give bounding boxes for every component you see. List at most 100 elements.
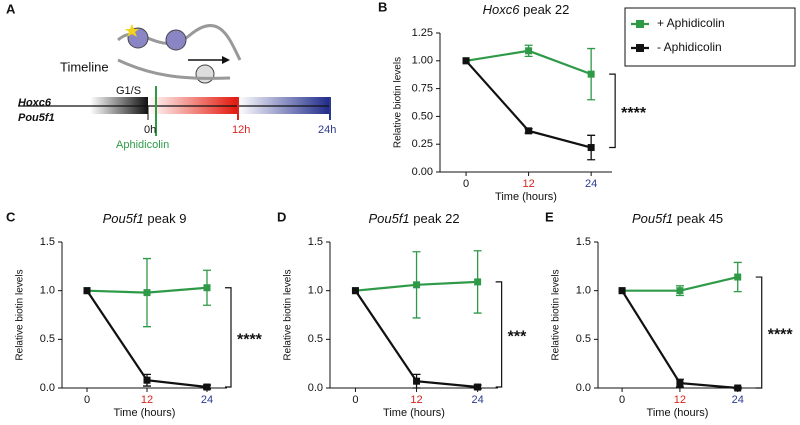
chart-title: Pou5f1 peak 45 <box>632 211 723 226</box>
chart: D Pou5f1 peak 22 0.0 0.5 1.0 1.5 0 12 24 Time (ho… <box>277 209 527 418</box>
x-tick-label: 24 <box>201 394 213 406</box>
x-tick-label: 12 <box>141 394 153 406</box>
nucleosome-icon <box>116 24 242 84</box>
data-point <box>734 384 742 392</box>
y-tick-label: 0.75 <box>412 83 433 95</box>
legend-box <box>624 7 796 67</box>
y-tick-label: 1.0 <box>308 285 323 297</box>
title-text: peak 22 <box>413 211 459 226</box>
data-point <box>143 376 151 384</box>
data-point <box>474 278 482 286</box>
x-axis-label: Time (hours) <box>383 407 445 419</box>
x-tick-label: 24 <box>585 178 597 190</box>
x-tick-label: 24 <box>472 394 484 406</box>
title-gene: Pou5f1 <box>103 211 144 226</box>
y-axis-label: Relative biotin levels <box>15 269 26 360</box>
significance-bracket <box>609 73 616 149</box>
time-label: 12h <box>232 124 250 136</box>
gene-label: Hoxc6 <box>18 97 52 109</box>
y-tick-label: 1.00 <box>412 55 433 67</box>
x-axis-label: Time (hours) <box>114 407 176 419</box>
data-point <box>143 289 151 297</box>
y-tick-label: 0.25 <box>412 138 433 150</box>
x-tick-label: 0 <box>84 394 90 406</box>
series-line <box>465 60 592 149</box>
significance-bracket <box>495 281 503 388</box>
panel-label: C <box>6 209 16 224</box>
legend-label: + Aphidicolin <box>657 16 725 30</box>
legend-label: - Aphidicolin <box>657 40 722 54</box>
significance-label: **** <box>621 105 647 122</box>
y-tick-label: 1.5 <box>40 236 55 248</box>
data-point <box>618 287 626 295</box>
timeline-panel: A Timeline Hoxc6 Pou5f1 G1/S 0h 12h 24h … <box>6 1 336 150</box>
time-label: 24h <box>318 124 336 136</box>
y-tick-label: 0.5 <box>40 333 55 345</box>
data-point <box>525 47 533 55</box>
y-axis-label: Relative biotin levels <box>283 269 294 360</box>
data-point <box>413 281 421 289</box>
x-tick-label: 12 <box>410 394 422 406</box>
title-gene: Pou5f1 <box>632 211 673 226</box>
data-point <box>413 377 421 385</box>
data-point <box>203 284 211 292</box>
chart-title: Pou5f1 peak 9 <box>103 211 187 226</box>
data-point <box>462 57 470 65</box>
significance-label: **** <box>237 332 263 349</box>
legend-marker <box>636 20 644 28</box>
x-tick-label: 0 <box>619 394 625 406</box>
data-point <box>474 383 482 391</box>
chart: C Pou5f1 peak 9 0.0 0.5 1.0 1.5 0 12 24 Time (hou… <box>6 209 263 418</box>
panel-label: A <box>6 1 16 16</box>
y-axis-label: Relative biotin levels <box>551 269 562 360</box>
data-point <box>587 144 595 152</box>
y-tick-label: 0.5 <box>576 333 591 345</box>
y-tick-label: 0.0 <box>308 382 323 394</box>
title-gene: Hoxc6 <box>483 2 521 17</box>
y-tick-label: 1.0 <box>576 285 591 297</box>
drug-label: Aphidicolin <box>116 139 169 151</box>
chart-title: Hoxc6 peak 22 <box>483 2 570 17</box>
y-tick-label: 0.0 <box>576 382 591 394</box>
data-point <box>676 379 684 387</box>
x-tick-label: 24 <box>732 394 744 406</box>
significance-bracket <box>225 287 232 388</box>
y-tick-label: 1.5 <box>308 236 323 248</box>
gene-label: Pou5f1 <box>18 112 55 124</box>
significance-label: *** <box>508 329 527 346</box>
time-label: 0h <box>144 124 156 136</box>
x-tick-label: 0 <box>352 394 358 406</box>
y-tick-label: 0.0 <box>40 382 55 394</box>
x-tick-label: 12 <box>522 178 534 190</box>
chart: E Pou5f1 peak 45 0.0 0.5 1.0 1.5 0 12 24 Time (ho… <box>545 209 793 418</box>
series-line <box>621 290 738 390</box>
x-tick-label: 12 <box>674 394 686 406</box>
x-axis-label: Time (hours) <box>647 407 709 419</box>
timeline-title: Timeline <box>60 59 109 74</box>
x-axis-label: Time (hours) <box>495 191 557 203</box>
data-point <box>587 70 595 78</box>
legend-marker <box>636 44 644 52</box>
data-point <box>351 287 359 295</box>
y-tick-label: 1.25 <box>412 27 433 39</box>
y-tick-label: 0.00 <box>412 166 433 178</box>
data-point <box>734 273 742 281</box>
panel-label: B <box>378 0 387 14</box>
significance-label: **** <box>768 327 794 344</box>
panel-label: E <box>545 209 554 224</box>
significance-bracket <box>755 276 763 389</box>
title-text: peak 45 <box>677 211 723 226</box>
title-text: peak 9 <box>147 211 186 226</box>
y-tick-label: 1.0 <box>40 285 55 297</box>
y-axis-label: Relative biotin levels <box>393 57 404 148</box>
chart: B Hoxc6 peak 22 0.00 0.25 0.50 0.75 1.00 1.25 0 1… <box>378 0 796 203</box>
y-tick-label: 0.50 <box>412 110 433 122</box>
data-point <box>525 127 533 135</box>
x-tick-label: 0 <box>463 178 469 190</box>
title-gene: Pou5f1 <box>368 211 409 226</box>
data-point <box>203 383 211 391</box>
panel-label: D <box>277 209 286 224</box>
phase-label: G1/S <box>116 85 141 97</box>
chart-title: Pou5f1 peak 22 <box>368 211 459 226</box>
